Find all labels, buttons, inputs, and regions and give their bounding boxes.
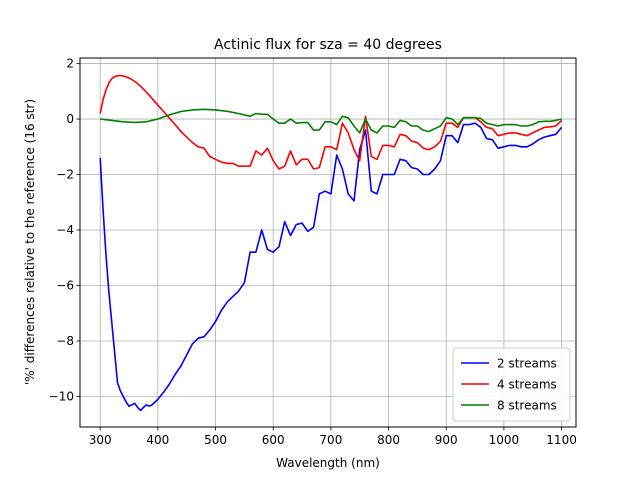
series-layer bbox=[99, 74, 563, 412]
series-line-1 bbox=[99, 122, 563, 412]
legend-box bbox=[452, 347, 571, 422]
x-tick-label: 400 bbox=[146, 433, 169, 447]
y-tick-label: −6 bbox=[56, 279, 74, 293]
x-tick-label: 800 bbox=[377, 433, 400, 447]
x-tick-label: 600 bbox=[262, 433, 285, 447]
x-axis-label: Wavelength (nm) bbox=[276, 456, 380, 470]
x-tick-label: 900 bbox=[435, 433, 458, 447]
y-tick-label: 0 bbox=[66, 112, 74, 126]
y-axis-label: '%' differences relative to the referenc… bbox=[23, 99, 37, 385]
x-tick-label: 500 bbox=[204, 433, 227, 447]
legend-label-3: 8 streams bbox=[497, 399, 557, 413]
x-tick-label: 700 bbox=[319, 433, 342, 447]
y-tick-label: −4 bbox=[56, 223, 74, 237]
x-tick-label: 1100 bbox=[546, 433, 577, 447]
x-tick-label: 1000 bbox=[489, 433, 520, 447]
y-axis: 2 0 −2 −4 −6 −8 −10 bbox=[49, 57, 80, 403]
x-axis: 300 400 500 600 700 800 900 1000 1100 bbox=[89, 427, 577, 447]
y-tick-label: −10 bbox=[49, 389, 74, 403]
y-tick-label: 2 bbox=[66, 57, 74, 71]
legend-label-1: 2 streams bbox=[497, 357, 557, 371]
chart-title: Actinic flux for sza = 40 degrees bbox=[214, 37, 442, 53]
y-tick-label: −2 bbox=[56, 168, 74, 182]
legend: 2 streams 4 streams 8 streams bbox=[452, 347, 571, 422]
axes-frame bbox=[79, 57, 577, 428]
legend-label-2: 4 streams bbox=[497, 378, 557, 392]
y-tick-label: −8 bbox=[56, 334, 74, 348]
series-line-3 bbox=[100, 108, 562, 134]
x-tick-label: 300 bbox=[89, 433, 112, 447]
